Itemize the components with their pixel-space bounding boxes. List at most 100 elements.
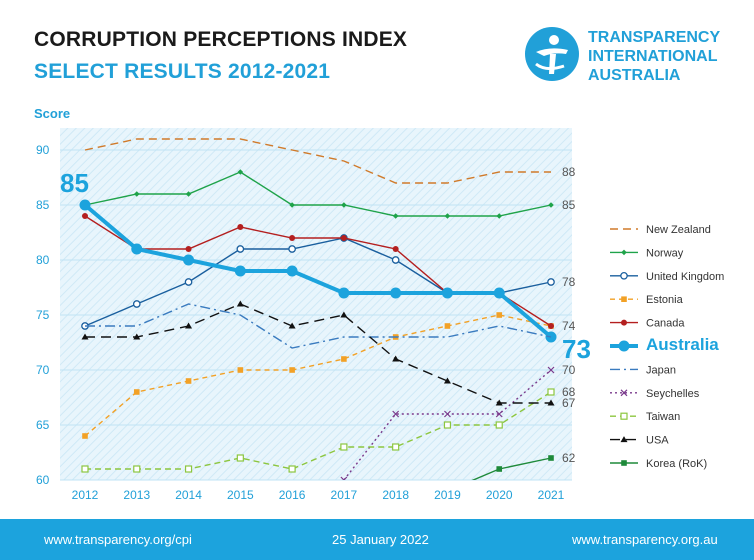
- end-value-label: 67: [562, 396, 576, 410]
- data-point: [621, 249, 627, 256]
- data-point: [288, 322, 296, 329]
- data-point: [82, 433, 88, 439]
- legend-item: New Zealand: [610, 224, 711, 236]
- x-tick-label: 2019: [434, 488, 461, 502]
- data-point: [444, 323, 451, 329]
- data-point: [340, 443, 348, 451]
- logo: TRANSPARENCY INTERNATIONAL AUSTRALIA: [524, 22, 744, 92]
- data-point: [441, 287, 453, 299]
- end-value-label: 78: [562, 275, 576, 289]
- x-tick-label: 2016: [279, 488, 306, 502]
- data-point: [133, 333, 141, 340]
- chart-subtitle: SELECT RESULTS 2012-2021: [34, 60, 331, 83]
- data-point: [131, 243, 143, 255]
- data-point: [184, 278, 193, 286]
- data-point: [495, 399, 503, 406]
- series-australia: [79, 199, 557, 343]
- data-point: [236, 300, 244, 307]
- data-point: [496, 312, 503, 318]
- series-usa: [81, 300, 555, 406]
- legend-item: Taiwan: [610, 411, 680, 423]
- data-point: [621, 319, 627, 326]
- data-point: [236, 454, 244, 462]
- footer-au-link[interactable]: www.transparency.org.au: [572, 532, 718, 547]
- logo-line: INTERNATIONAL: [588, 48, 718, 65]
- data-point: [391, 256, 400, 264]
- legend-label: Australia: [646, 335, 719, 354]
- series-japan: [85, 303, 552, 349]
- x-tick-label: 2015: [227, 488, 254, 502]
- legend-item: Canada: [610, 318, 685, 330]
- data-point: [620, 436, 628, 443]
- y-tick-label: 60: [36, 473, 50, 487]
- data-point: [81, 333, 89, 340]
- data-point: [495, 410, 503, 418]
- data-point: [237, 367, 244, 373]
- data-point: [289, 235, 296, 241]
- data-point: [392, 410, 400, 418]
- data-point: [390, 287, 402, 299]
- data-point: [621, 296, 627, 302]
- legend-label: New Zealand: [646, 224, 711, 236]
- legend-label: Norway: [646, 247, 684, 259]
- series-line: [84, 171, 552, 217]
- legend-label: Estonia: [646, 294, 684, 306]
- start-value-label: 85: [60, 168, 89, 198]
- legend-label: Japan: [646, 364, 676, 376]
- x-tick-label: 2021: [538, 488, 565, 502]
- data-point: [547, 366, 555, 374]
- logo-line: TRANSPARENCY: [588, 29, 721, 46]
- x-tick-label: 2018: [382, 488, 409, 502]
- transparency-international-figure-icon: [525, 27, 579, 81]
- data-point: [82, 213, 88, 219]
- legend-item: USA: [610, 435, 669, 447]
- x-tick-label: 2020: [486, 488, 513, 502]
- data-point: [340, 311, 348, 318]
- data-point: [340, 235, 347, 241]
- end-value-label: 85: [562, 198, 576, 212]
- data-point: [392, 246, 399, 252]
- data-point: [185, 246, 192, 252]
- legend-item: Korea (RoK): [610, 458, 707, 470]
- y-tick-label: 85: [36, 198, 50, 212]
- data-point: [444, 213, 451, 219]
- data-point: [341, 356, 347, 362]
- data-point: [288, 465, 296, 473]
- data-point: [133, 465, 141, 473]
- data-point: [547, 399, 555, 406]
- data-point: [236, 245, 245, 253]
- y-axis-label: Score: [34, 106, 70, 121]
- series-line: [85, 303, 552, 349]
- x-tick-label: 2012: [72, 488, 99, 502]
- data-point: [79, 199, 91, 211]
- series-new-zealand: [84, 138, 551, 184]
- data-point: [392, 355, 400, 362]
- legend-item: United Kingdom: [610, 271, 724, 283]
- y-tick-label: 70: [36, 363, 50, 377]
- data-point: [495, 421, 503, 429]
- data-point: [620, 271, 628, 280]
- data-point: [237, 169, 244, 175]
- y-tick-label: 65: [36, 418, 50, 432]
- legend-item: Australia: [610, 335, 719, 354]
- legend-label: Canada: [646, 318, 685, 330]
- y-tick-label: 90: [36, 143, 50, 157]
- footer-date: 25 January 2022: [332, 532, 429, 547]
- end-value-label: 70: [562, 363, 576, 377]
- data-point: [620, 389, 628, 397]
- footer-cpi-link[interactable]: www.transparency.org/cpi: [44, 532, 192, 547]
- data-point: [340, 476, 348, 480]
- data-point: [288, 245, 296, 253]
- series-line: [85, 303, 551, 404]
- data-point: [496, 466, 503, 472]
- line-chart: 60 65 70 75 80 85 90 2012 2013 2014 2015 2016 2017 20…: [34, 106, 724, 502]
- series-line: [84, 314, 552, 437]
- legend-item: Seychelles: [610, 388, 700, 400]
- legend-label: Taiwan: [646, 411, 680, 423]
- data-point: [621, 460, 627, 466]
- data-point: [81, 465, 89, 473]
- chart-title: CORRUPTION PERCEPTIONS INDEX: [34, 28, 408, 51]
- series-korea-rok: [471, 455, 554, 480]
- end-value-label: 68: [562, 385, 576, 399]
- data-point: [496, 213, 503, 219]
